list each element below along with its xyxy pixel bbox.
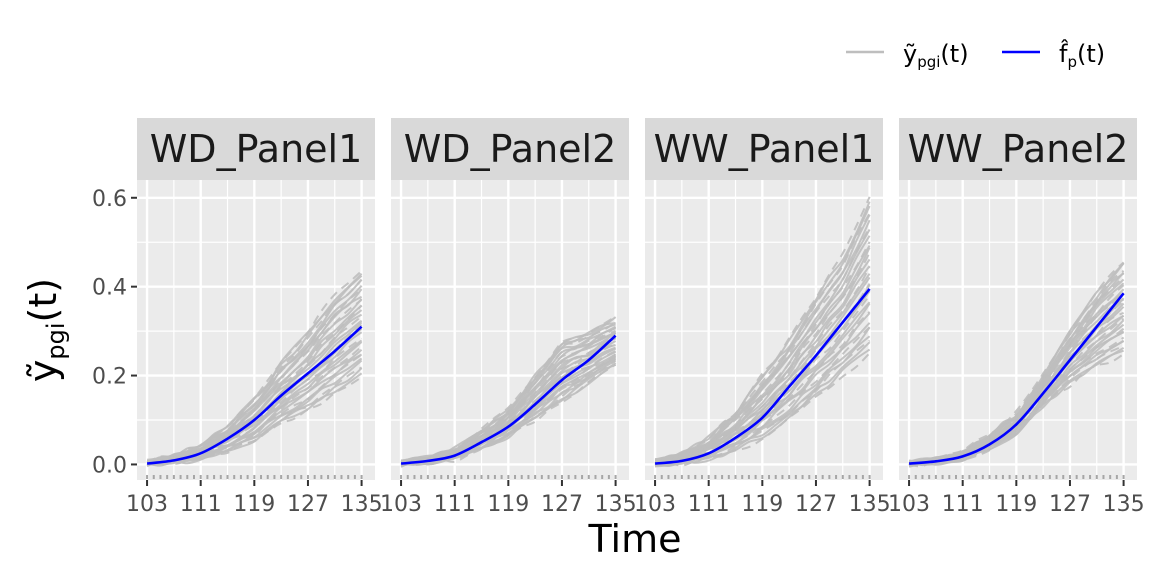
- fitted-curve: [400, 334, 617, 465]
- x-axis-title: Time: [588, 517, 682, 561]
- observed-trace: [654, 276, 871, 466]
- x-tick-label: 111: [942, 492, 984, 517]
- y-tick-label: 0.2: [92, 365, 127, 390]
- facet-strip-label: WW_Panel1: [654, 127, 875, 171]
- fitted-curve: [908, 292, 1125, 465]
- y-axis: 0.0 0.2 0.4 0.6: [92, 187, 137, 478]
- facet-strip-label: WD_Panel1: [150, 127, 363, 171]
- observed-trace: [400, 315, 617, 464]
- observed-trace: [908, 262, 1125, 463]
- observed-trace: [146, 270, 363, 464]
- observed-trace: [654, 201, 871, 464]
- x-tick-label: 127: [1049, 492, 1091, 517]
- observed-trace: [146, 353, 363, 468]
- panel-WD_Panel2: WD_Panel2 103 111 119 127 135: [380, 118, 637, 517]
- facet-strip: [137, 118, 375, 180]
- panel-WD_Panel1: WD_Panel1 103 111 119 127 135: [126, 118, 383, 517]
- observed-trace: [909, 340, 1125, 466]
- x-tick-label: 119: [995, 492, 1037, 517]
- x-tick-label: 111: [434, 492, 476, 517]
- y-tick-label: 0.0: [92, 453, 127, 478]
- x-tick-label: 119: [487, 492, 529, 517]
- observed-trace: [146, 279, 363, 464]
- facet-strip-label: WD_Panel2: [404, 127, 617, 171]
- x-tick-label: 103: [380, 492, 422, 517]
- facet-strip: [645, 118, 883, 180]
- panel-WW_Panel1: WW_Panel1 103 111 119 127 135: [634, 118, 891, 517]
- legend: ỹpgi(t) f̂p(t): [846, 40, 1105, 71]
- observed-trace: [146, 273, 363, 461]
- x-tick-label: 127: [795, 492, 837, 517]
- x-tick-label: 119: [233, 492, 275, 517]
- observed-trace: [654, 322, 871, 467]
- x-tick-label: 103: [888, 492, 930, 517]
- x-tick-label: 135: [341, 492, 383, 517]
- fitted-curve: [146, 325, 363, 465]
- x-tick-label: 111: [180, 492, 222, 517]
- x-tick-label: 119: [741, 492, 783, 517]
- y-tick-label: 0.6: [92, 187, 127, 212]
- facet-strip: [391, 118, 629, 180]
- observed-trace: [655, 241, 871, 461]
- legend-observed-label: ỹpgi(t): [903, 40, 969, 71]
- panel-WW_Panel2: WW_Panel2 103 111 119 127 135: [888, 118, 1145, 517]
- fitted-curve: [654, 288, 871, 465]
- x-tick-label: 127: [541, 492, 583, 517]
- facet-strip-label: WW_Panel2: [908, 127, 1129, 171]
- y-tick-label: 0.4: [92, 276, 127, 301]
- observed-trace: [654, 326, 871, 468]
- x-tick-label: 135: [595, 492, 637, 517]
- facet-strip: [899, 118, 1137, 180]
- x-tick-label: 135: [849, 492, 891, 517]
- observed-trace: [654, 196, 871, 461]
- legend-fitted-label: f̂p(t): [1059, 40, 1105, 71]
- observed-trace: [400, 357, 617, 466]
- x-tick-label: 135: [1103, 492, 1145, 517]
- x-tick-label: 127: [287, 492, 329, 517]
- observed-trace: [908, 261, 1125, 464]
- y-axis-title: ỹpgi(t): [21, 278, 70, 382]
- x-tick-label: 111: [688, 492, 730, 517]
- x-tick-label: 103: [634, 492, 676, 517]
- facet-panels: WD_Panel1 103 111 119 127 135 WD_Panel2 103 111 1…: [126, 118, 1145, 517]
- x-tick-label: 103: [126, 492, 168, 517]
